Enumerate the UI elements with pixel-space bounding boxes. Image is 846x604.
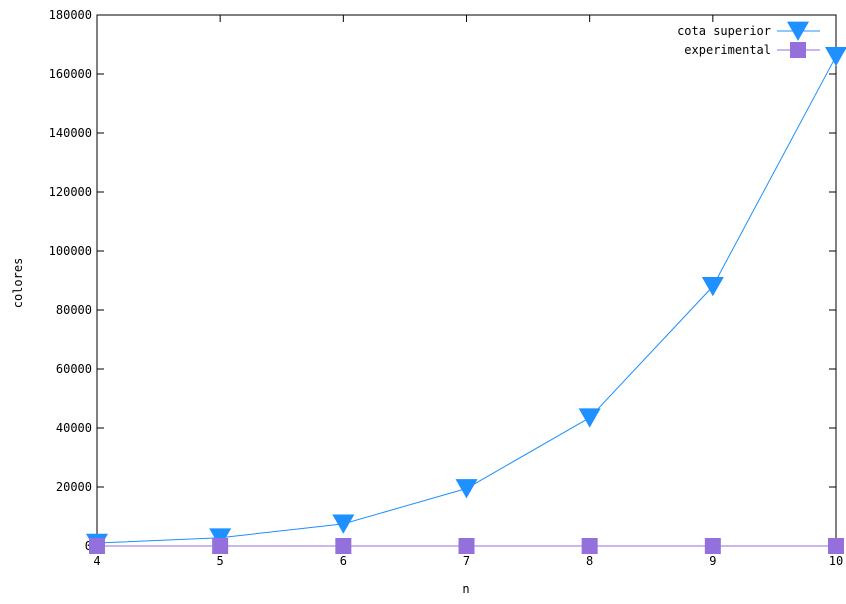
x-tick-label: 5 (217, 554, 224, 568)
y-tick-label: 60000 (56, 362, 92, 376)
y-tick-label: 160000 (49, 67, 92, 81)
x-tick-label: 10 (829, 554, 843, 568)
legend-label: cota superior (677, 24, 771, 38)
y-tick-label: 100000 (49, 244, 92, 258)
data-point-triangle (825, 46, 846, 67)
legend: cota superior experimental (677, 21, 820, 58)
data-point-square (335, 538, 352, 554)
y-tick-label: 80000 (56, 303, 92, 317)
data-point-triangle (701, 277, 724, 297)
y-axis-label: colores (11, 258, 25, 309)
x-tick-label: 8 (586, 554, 593, 568)
x-tick-label: 9 (709, 554, 716, 568)
y-tick-label: 20000 (56, 480, 92, 494)
data-point-square (212, 538, 229, 554)
data-point-square (89, 538, 105, 554)
data-point-square (828, 538, 844, 554)
plot-frame (96, 14, 837, 547)
x-tick-label: 6 (340, 554, 347, 568)
data-point-triangle (455, 479, 478, 499)
series-cota-superior (86, 46, 846, 553)
data-point-triangle (578, 408, 601, 428)
x-tick-label: 4 (93, 554, 100, 568)
data-point-square (704, 538, 721, 554)
y-tick-label: 0 (85, 539, 92, 553)
x-axis-label: n (462, 582, 469, 596)
y-axis: 0 20000 40000 60000 80000 100000 120000 140000 1… (49, 8, 836, 553)
x-tick-label: 7 (463, 554, 470, 568)
data-point-square (458, 538, 475, 554)
data-point-triangle (332, 514, 355, 534)
legend-marker-triangle (787, 21, 809, 41)
legend-label: experimental (684, 43, 771, 57)
series-layer (86, 46, 846, 554)
y-tick-label: 120000 (49, 185, 92, 199)
y-tick-label: 180000 (49, 8, 92, 22)
legend-marker-square (790, 42, 806, 58)
y-tick-label: 140000 (49, 126, 92, 140)
series-experimental (89, 538, 844, 554)
data-point-square (581, 538, 598, 554)
y-tick-label: 40000 (56, 421, 92, 435)
series-line (96, 56, 837, 544)
